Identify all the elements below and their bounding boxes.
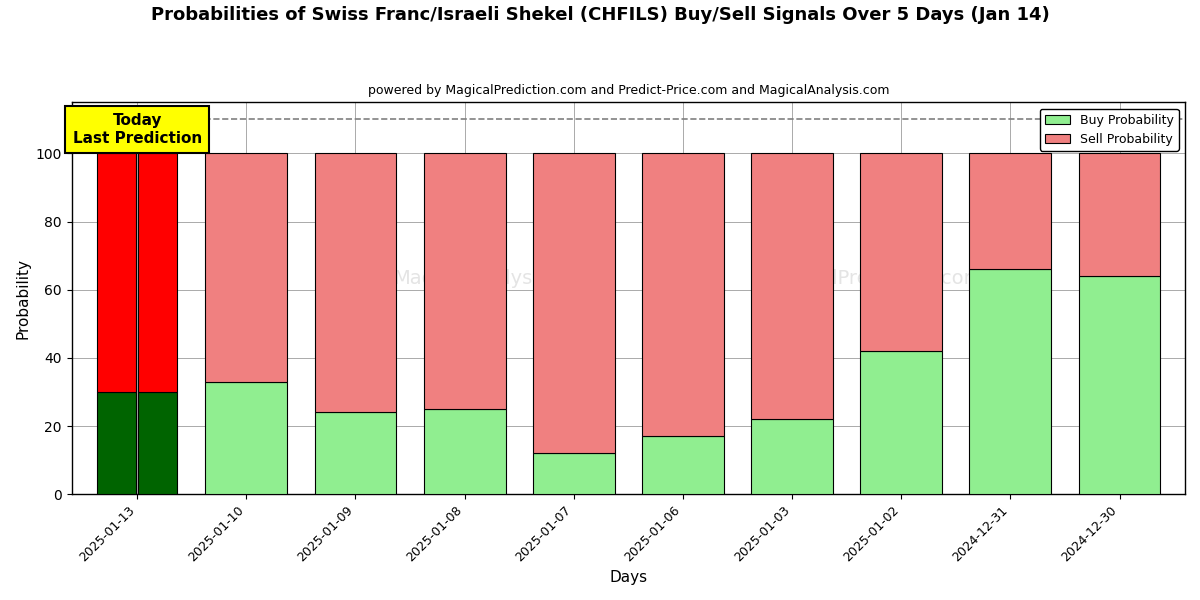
Bar xyxy=(1079,154,1160,276)
Bar xyxy=(860,154,942,351)
Bar xyxy=(533,453,614,494)
Bar xyxy=(424,409,505,494)
Bar xyxy=(138,392,176,494)
Bar xyxy=(97,392,136,494)
Text: Today
Last Prediction: Today Last Prediction xyxy=(72,113,202,146)
Bar xyxy=(1079,276,1160,494)
Title: powered by MagicalPrediction.com and Predict-Price.com and MagicalAnalysis.com: powered by MagicalPrediction.com and Pre… xyxy=(367,84,889,97)
Y-axis label: Probability: Probability xyxy=(16,258,30,339)
Bar xyxy=(424,154,505,409)
Text: Probabilities of Swiss Franc/Israeli Shekel (CHFILS) Buy/Sell Signals Over 5 Day: Probabilities of Swiss Franc/Israeli She… xyxy=(151,6,1049,24)
Bar xyxy=(751,419,833,494)
X-axis label: Days: Days xyxy=(610,570,647,585)
Bar xyxy=(97,154,136,392)
Text: MagicalPrediction.com: MagicalPrediction.com xyxy=(763,269,983,288)
Bar xyxy=(205,382,287,494)
Legend: Buy Probability, Sell Probability: Buy Probability, Sell Probability xyxy=(1040,109,1178,151)
Bar xyxy=(751,154,833,419)
Bar xyxy=(860,351,942,494)
Bar xyxy=(533,154,614,453)
Bar xyxy=(205,154,287,382)
Bar xyxy=(642,436,724,494)
Bar xyxy=(138,154,176,392)
Bar xyxy=(642,154,724,436)
Bar xyxy=(314,154,396,412)
Text: MagicalAnalysis.com: MagicalAnalysis.com xyxy=(394,269,596,288)
Bar xyxy=(970,269,1051,494)
Bar xyxy=(314,412,396,494)
Bar xyxy=(970,154,1051,269)
